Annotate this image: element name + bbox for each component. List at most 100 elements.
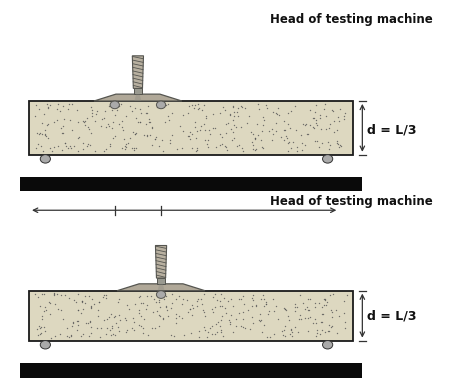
Point — [116, 296, 123, 302]
Point — [68, 127, 75, 133]
Point — [251, 135, 259, 142]
Point — [100, 317, 108, 323]
Point — [287, 108, 295, 114]
Point — [67, 333, 74, 339]
Point — [318, 125, 325, 132]
Point — [318, 327, 326, 333]
Point — [42, 132, 49, 138]
Point — [195, 105, 203, 112]
Bar — [157, 278, 165, 284]
Point — [132, 144, 140, 151]
Point — [165, 117, 173, 123]
Point — [66, 143, 74, 149]
Point — [237, 103, 245, 110]
Point — [251, 135, 259, 142]
Point — [112, 320, 120, 326]
Point — [126, 135, 133, 141]
Point — [213, 322, 220, 328]
Point — [111, 313, 118, 319]
Point — [283, 307, 290, 313]
Point — [287, 326, 295, 332]
Point — [44, 121, 52, 127]
Point — [74, 148, 82, 154]
Point — [58, 147, 66, 153]
Point — [103, 295, 110, 301]
Point — [335, 118, 343, 124]
Point — [109, 322, 116, 328]
Point — [75, 134, 83, 140]
Point — [318, 311, 325, 317]
Point — [194, 128, 201, 134]
Point — [88, 112, 96, 119]
Point — [262, 301, 269, 308]
Point — [333, 137, 340, 144]
Point — [334, 141, 342, 147]
Circle shape — [156, 291, 166, 298]
Point — [321, 101, 328, 107]
Point — [116, 317, 124, 323]
Point — [98, 116, 106, 122]
Point — [57, 291, 64, 298]
Point — [102, 146, 109, 152]
Point — [325, 139, 332, 145]
Point — [330, 118, 338, 124]
Point — [281, 137, 288, 143]
Point — [68, 323, 75, 330]
Point — [111, 132, 119, 139]
Point — [88, 296, 96, 302]
Point — [325, 146, 332, 152]
Point — [87, 305, 95, 311]
Point — [139, 325, 146, 331]
Point — [221, 305, 228, 311]
Point — [291, 103, 298, 109]
Point — [216, 298, 224, 304]
Point — [268, 126, 275, 132]
Point — [301, 142, 309, 148]
Point — [304, 131, 312, 137]
Circle shape — [40, 155, 50, 163]
Point — [191, 102, 199, 108]
Point — [327, 324, 335, 330]
Point — [57, 125, 64, 131]
Point — [159, 137, 166, 143]
Point — [286, 331, 294, 337]
Point — [94, 313, 102, 319]
Point — [96, 334, 104, 340]
Point — [93, 325, 101, 331]
Point — [155, 312, 163, 318]
Point — [309, 124, 317, 130]
Point — [220, 295, 228, 301]
Point — [297, 316, 305, 322]
Point — [192, 148, 200, 154]
Point — [322, 113, 330, 119]
Point — [115, 103, 123, 109]
Point — [115, 121, 123, 127]
Point — [115, 328, 123, 334]
Point — [43, 101, 50, 107]
Point — [102, 331, 109, 337]
Point — [291, 304, 299, 310]
Point — [139, 300, 146, 306]
Point — [154, 308, 161, 314]
Point — [239, 324, 246, 330]
Point — [301, 122, 309, 128]
Point — [81, 122, 89, 129]
Point — [236, 296, 243, 303]
Point — [309, 320, 316, 326]
Point — [313, 122, 320, 128]
Point — [50, 290, 57, 296]
Point — [297, 132, 305, 138]
Circle shape — [156, 101, 166, 109]
Point — [195, 296, 202, 302]
Point — [260, 303, 268, 309]
Point — [333, 140, 341, 146]
Point — [106, 143, 114, 149]
Point — [118, 124, 126, 130]
Point — [322, 126, 330, 132]
Point — [79, 146, 87, 152]
Point — [149, 325, 156, 331]
Point — [336, 106, 343, 112]
Point — [54, 117, 61, 123]
Polygon shape — [157, 284, 164, 291]
Point — [42, 327, 49, 334]
